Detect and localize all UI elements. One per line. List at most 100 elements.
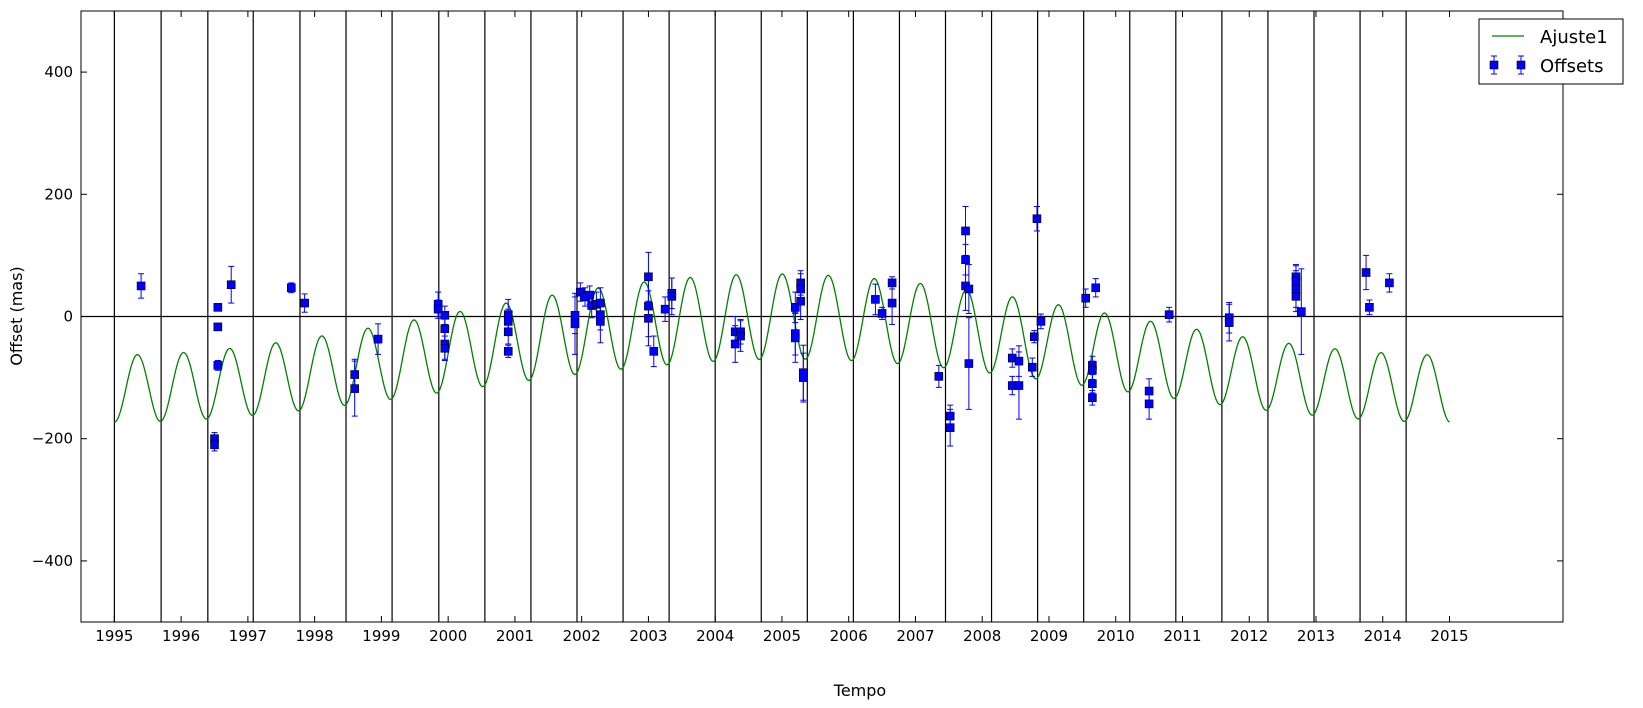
offset-point-64: [1007, 375, 1017, 396]
offset-point-0: [136, 273, 146, 299]
offset-marker: [945, 423, 955, 433]
x-tick-label: 2002: [563, 627, 601, 645]
offset-marker: [576, 287, 585, 297]
x-tick-label: 2011: [1163, 627, 1201, 645]
offset-marker: [1029, 332, 1039, 341]
offset-marker: [790, 303, 800, 312]
x-tick-label: 2007: [896, 627, 934, 645]
offset-point-86: [1297, 268, 1306, 355]
offset-marker: [585, 290, 594, 300]
offset-marker: [570, 319, 580, 329]
offset-point-11: [373, 323, 383, 355]
offset-point-52: [877, 306, 887, 321]
x-tick-label: 2009: [1030, 627, 1068, 645]
offset-marker: [796, 296, 805, 306]
offset-point-67: [1027, 357, 1037, 377]
x-tick-label: 2014: [1364, 627, 1402, 645]
offset-marker: [503, 347, 513, 356]
offset-marker: [644, 314, 653, 323]
offset-point-76: [1091, 278, 1101, 298]
offset-points-layer: [136, 206, 1394, 452]
offset-point-57: [945, 408, 955, 447]
offset-point-66: [1014, 351, 1024, 420]
offset-marker: [649, 347, 659, 356]
offset-marker: [213, 322, 223, 332]
offset-marker: [1088, 365, 1097, 375]
offset-marker: [934, 372, 944, 381]
offset-point-88: [1365, 299, 1374, 316]
offset-point-87: [1361, 254, 1371, 291]
offset-point-13: [433, 299, 443, 319]
offset-marker: [1365, 303, 1374, 312]
offset-point-42: [736, 320, 745, 352]
offset-marker: [1091, 283, 1101, 293]
offset-point-5: [213, 359, 223, 371]
x-tick-label: 2015: [1430, 627, 1468, 645]
offset-marker: [1032, 214, 1042, 224]
offset-point-50: [799, 352, 808, 403]
offset-marker: [1224, 318, 1234, 327]
offset-point-61: [964, 264, 974, 314]
offset-point-62: [964, 317, 974, 410]
offset-marker: [226, 280, 236, 290]
offset-marker: [964, 359, 974, 368]
offset-point-8: [300, 293, 309, 313]
y-axis-title: Offset (mas): [7, 266, 26, 365]
y-tick-label: −200: [32, 430, 73, 448]
offset-marker: [887, 298, 897, 308]
y-axis-ticks: −400 −200 0 200 400: [32, 63, 1563, 570]
offset-point-54: [887, 281, 897, 325]
offset-point-3: [213, 303, 223, 312]
offset-marker: [1164, 310, 1174, 319]
x-tick-label: 2010: [1097, 627, 1135, 645]
offset-marker: [736, 331, 745, 341]
x-tick-label: 2001: [496, 627, 534, 645]
offset-marker: [213, 303, 223, 312]
offset-point-51: [871, 283, 880, 316]
x-tick-label: 2006: [830, 627, 868, 645]
offset-point-75: [1088, 389, 1097, 406]
offset-marker: [1361, 268, 1371, 277]
x-tick-label: 2008: [963, 627, 1001, 645]
offset-point-71: [1081, 288, 1090, 308]
offset-marker: [961, 226, 970, 236]
y-tick-label: −400: [32, 552, 73, 570]
offset-point-17: [440, 335, 450, 361]
x-tick-label: 2003: [629, 627, 667, 645]
x-tick-label: 2013: [1297, 627, 1335, 645]
offset-marker: [373, 334, 383, 344]
offset-marker: [503, 327, 513, 337]
offset-marker: [440, 343, 450, 353]
offset-marker: [213, 361, 223, 370]
offset-marker: [1385, 278, 1394, 288]
offset-point-68: [1029, 330, 1039, 344]
offset-marker: [667, 292, 677, 301]
offset-point-89: [1385, 273, 1394, 293]
offset-point-35: [649, 335, 659, 368]
x-tick-label: 2005: [763, 627, 801, 645]
offset-point-21: [503, 344, 513, 358]
offset-marker: [660, 304, 670, 314]
offset-marker: [1081, 293, 1090, 303]
offset-point-31: [596, 299, 605, 344]
legend-box: [1478, 18, 1624, 85]
offset-marker: [871, 295, 880, 304]
offset-point-69: [1032, 206, 1042, 232]
offset-point-2: [210, 438, 219, 452]
x-tick-label: 1997: [229, 627, 267, 645]
x-axis-ticks: 1995 1996 1997 1998 1999 2000 2001 2002 2003 2004…: [95, 11, 1469, 645]
legend: Ajuste1 Offsets: [1478, 18, 1624, 85]
offset-point-7: [286, 282, 296, 294]
x-axis-title: Tempo: [833, 681, 886, 700]
offset-point-78: [1144, 388, 1154, 420]
offset-marker: [1027, 362, 1037, 372]
x-tick-label: 2004: [696, 627, 734, 645]
offset-point-85: [1291, 280, 1301, 313]
offset-point-36: [660, 296, 670, 322]
fit-curve-ajuste1: [114, 273, 1450, 423]
offset-point-81: [1224, 303, 1234, 342]
legend-label-ajuste1: Ajuste1: [1540, 27, 1608, 48]
y-tick-label: 400: [44, 63, 73, 81]
offset-point-20: [503, 319, 513, 345]
